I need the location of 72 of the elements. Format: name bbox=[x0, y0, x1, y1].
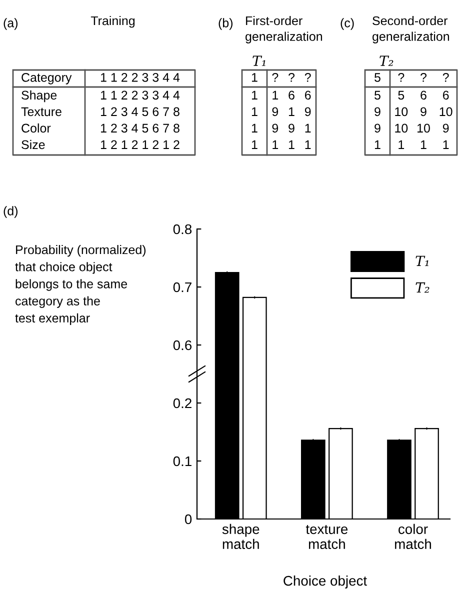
text: Training bbox=[90, 16, 135, 28]
text: 1 bbox=[398, 140, 404, 149]
text: 1 bbox=[272, 140, 278, 149]
x-tick-label: color match bbox=[395, 524, 432, 550]
y-tick-label: 0 bbox=[184, 514, 192, 524]
y-tick-label: 0.6 bbox=[173, 340, 192, 350]
category-label: 5 bbox=[374, 73, 380, 82]
text: (b) bbox=[218, 18, 232, 30]
category-label: 1 bbox=[374, 140, 380, 149]
text: ? bbox=[442, 73, 449, 82]
text: T₁ bbox=[252, 56, 266, 66]
text: (a) bbox=[4, 18, 18, 30]
text: 9 bbox=[272, 107, 278, 116]
text: 1 2 1 2 1 2 1 2 bbox=[100, 140, 180, 149]
category-label: 1 bbox=[252, 107, 258, 116]
text: 1 2 3 4 5 6 7 8 bbox=[100, 124, 180, 133]
text: 1 bbox=[305, 140, 311, 149]
y-tick-label: 0.8 bbox=[173, 224, 192, 234]
text: T₂ bbox=[380, 56, 394, 66]
text: 9 bbox=[374, 124, 380, 133]
category-label: 9 bbox=[374, 107, 380, 116]
text: 10 bbox=[395, 107, 408, 116]
text: 10 bbox=[440, 107, 452, 116]
text: 6 bbox=[442, 90, 449, 100]
text: 9 bbox=[272, 124, 278, 133]
text: (c) bbox=[340, 18, 354, 30]
text: ? bbox=[272, 73, 278, 82]
text: 9 bbox=[288, 124, 294, 133]
category-label: Category bbox=[22, 73, 72, 84]
legend-label: T₁ bbox=[416, 256, 428, 266]
text: (d) bbox=[4, 206, 18, 218]
category-label: 5 bbox=[374, 90, 380, 100]
text: 1 bbox=[252, 124, 258, 132]
category-label: 9 bbox=[420, 107, 426, 116]
text: 1 1 2 2 3 3 4 4 bbox=[100, 90, 180, 100]
category-label: Texture bbox=[21, 107, 62, 116]
text: 9 bbox=[442, 124, 449, 133]
category-label: Color bbox=[22, 123, 51, 133]
x-tick-label: shape match bbox=[222, 524, 260, 550]
category-label: Shape bbox=[22, 90, 57, 102]
legend-label: T₂ bbox=[416, 282, 430, 293]
text: 1 bbox=[252, 140, 258, 149]
text: 1 2 3 4 5 6 7 8 bbox=[100, 107, 180, 116]
text: 10 bbox=[395, 124, 408, 133]
x-tick-label: texture match bbox=[306, 524, 348, 550]
text: 1 bbox=[420, 140, 426, 149]
text: 6 bbox=[304, 90, 311, 100]
text: ? bbox=[420, 73, 427, 82]
text: Second-order generalization bbox=[372, 16, 450, 44]
text: 9 bbox=[304, 107, 311, 116]
x-axis-title: Choice object bbox=[284, 576, 367, 588]
category-label: Size bbox=[22, 140, 45, 150]
y-axis-title: Probability (normalized) that choice object belongs to the same category as the test exemplar bbox=[15, 245, 146, 325]
y-tick-label: 0.1 bbox=[173, 456, 192, 466]
text: 1 bbox=[305, 124, 311, 132]
text: 5 bbox=[398, 90, 404, 100]
category-label: 1 bbox=[252, 73, 258, 82]
text: 1 bbox=[288, 140, 294, 149]
text: 6 bbox=[420, 90, 426, 100]
text: ? bbox=[304, 73, 311, 82]
category-label: 1 bbox=[252, 90, 258, 100]
text: 1 1 2 2 3 3 4 4 bbox=[100, 73, 180, 82]
y-tick-label: 0.7 bbox=[173, 282, 192, 292]
y-tick-label: 0.2 bbox=[173, 398, 192, 408]
text: 6 bbox=[288, 90, 294, 100]
text: ? bbox=[288, 73, 295, 82]
text: 1 bbox=[443, 140, 449, 149]
text: 10 bbox=[418, 124, 430, 133]
category-label: 1 bbox=[288, 107, 294, 116]
text: ? bbox=[398, 73, 404, 82]
category-label: 1 bbox=[272, 90, 278, 100]
text: First-order generalization bbox=[246, 16, 322, 44]
